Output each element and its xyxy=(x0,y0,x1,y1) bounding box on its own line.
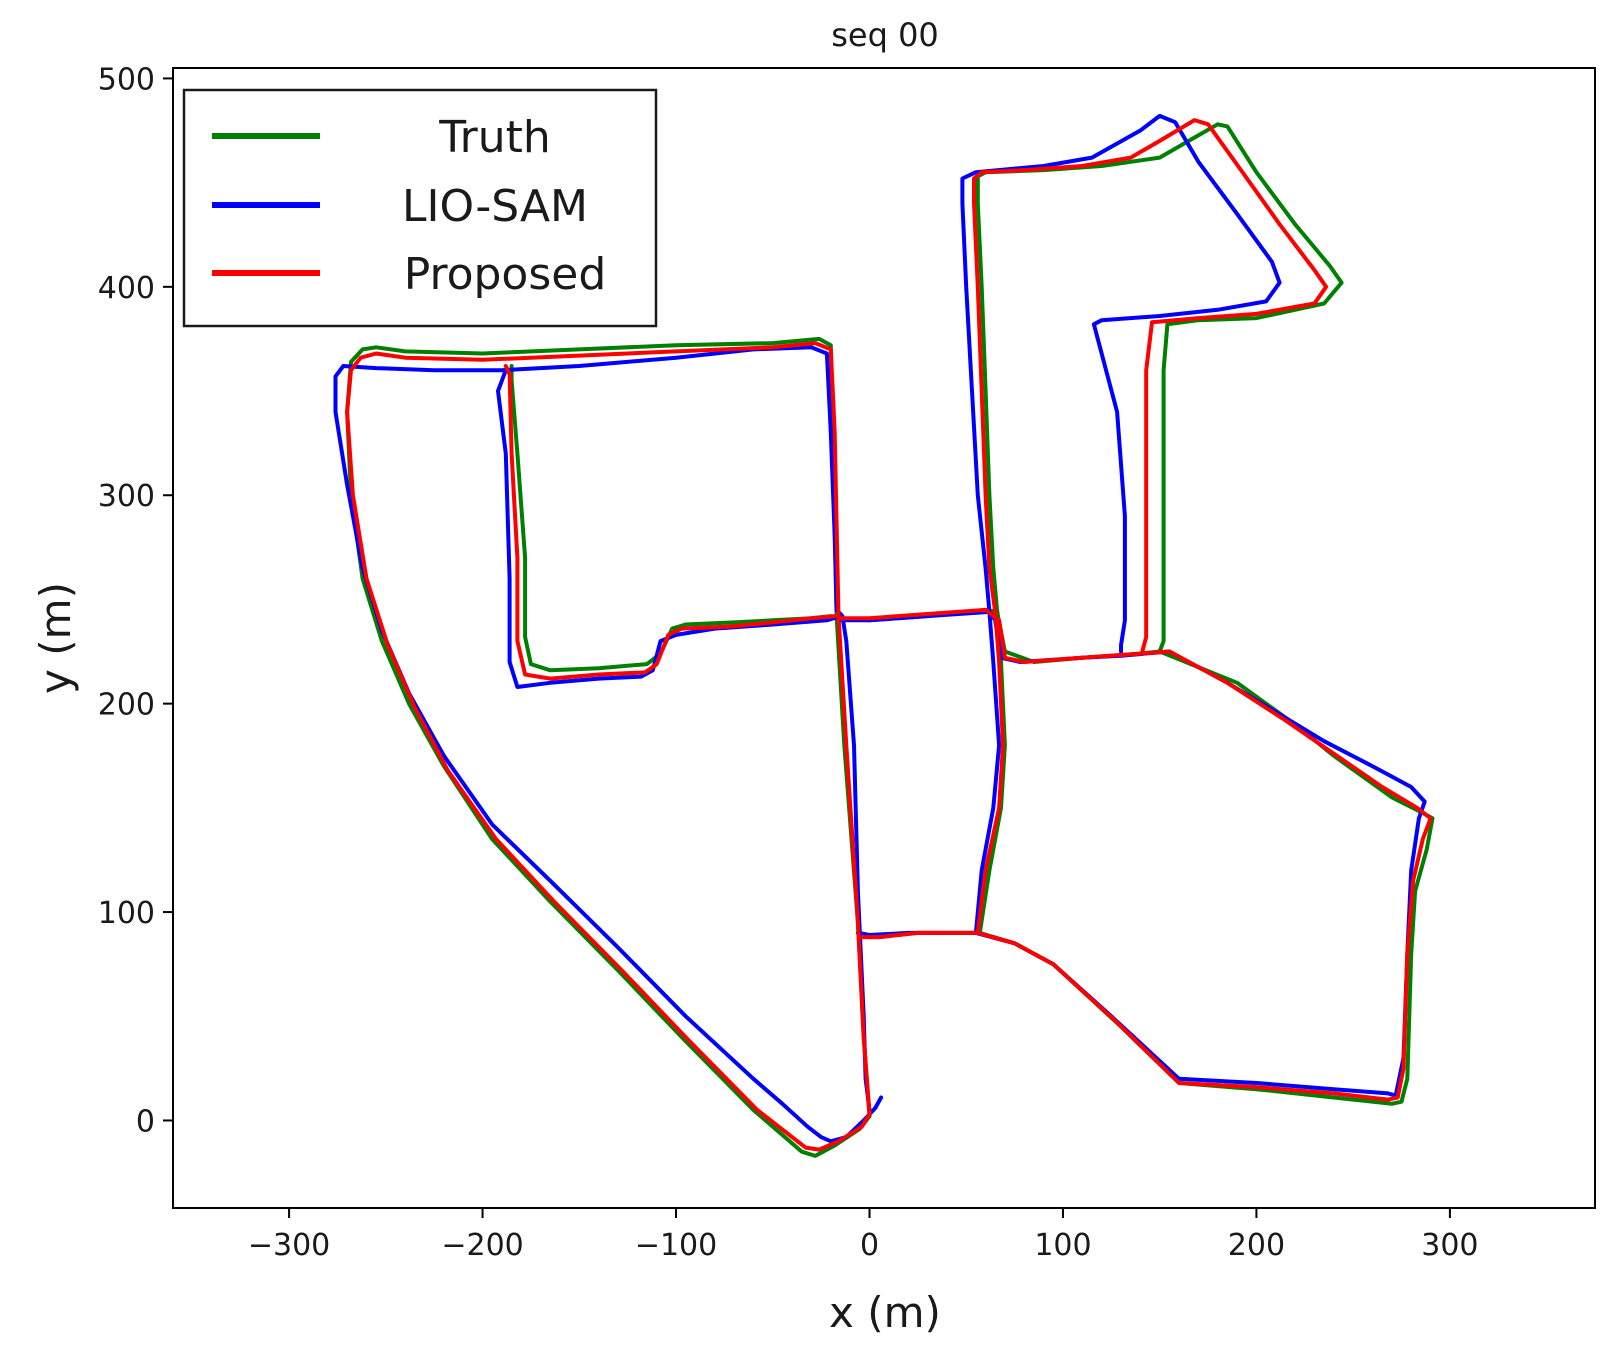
trajectory-line-proposed-2 xyxy=(836,607,1172,664)
x-tick-label: −300 xyxy=(248,1228,330,1263)
trajectory-layer xyxy=(333,113,1435,1158)
series-proposed xyxy=(345,118,1433,1152)
trajectory-line-truth-1 xyxy=(509,364,833,673)
legend: Truth LIO-SAM Proposed xyxy=(182,88,658,328)
trajectory-line-proposed-1 xyxy=(503,364,837,681)
x-tick-label: 0 xyxy=(860,1228,879,1263)
legend-label-proposed: Proposed xyxy=(404,249,607,300)
trajectory-line-lio-sam-6 xyxy=(960,113,1282,654)
trajectory-line-proposed-4 xyxy=(859,930,980,940)
x-tick-label: −100 xyxy=(635,1228,717,1263)
trajectory-line-proposed-5 xyxy=(975,649,1433,1102)
y-tick-label: 200 xyxy=(98,688,155,723)
y-tick-label: 400 xyxy=(98,271,155,306)
x-tick-label: −200 xyxy=(441,1228,523,1263)
y-tick-label: 300 xyxy=(98,479,155,514)
y-tick-label: 500 xyxy=(98,62,155,97)
x-tick-label: 300 xyxy=(1421,1228,1478,1263)
trajectory-line-lio-sam-3 xyxy=(973,609,1002,935)
plot-area-frame xyxy=(172,67,1596,1209)
trajectory-line-proposed-6 xyxy=(972,118,1329,654)
trajectory-line-truth-6 xyxy=(975,122,1344,654)
trajectory-line-proposed-3 xyxy=(975,609,1005,935)
y-axis-title: y (m) xyxy=(31,582,80,694)
y-tick-label: 0 xyxy=(136,1104,155,1139)
y-tick-label: 100 xyxy=(98,896,155,931)
trajectory-line-proposed-0 xyxy=(345,341,872,1152)
x-tick-label: 200 xyxy=(1228,1228,1285,1263)
chart-title: seq 00 xyxy=(831,16,939,54)
legend-label-lio-sam: LIO-SAM xyxy=(402,181,588,232)
legend-label-truth: Truth xyxy=(438,112,551,163)
trajectory-line-lio-sam-0 xyxy=(333,345,884,1144)
axis-ticks: −300 −200 −100 0 100 200 300 0 100 200 300 400 500 xyxy=(98,62,1479,1263)
x-axis-title: x (m) xyxy=(829,1288,941,1337)
x-tick-label: 100 xyxy=(1034,1228,1091,1263)
